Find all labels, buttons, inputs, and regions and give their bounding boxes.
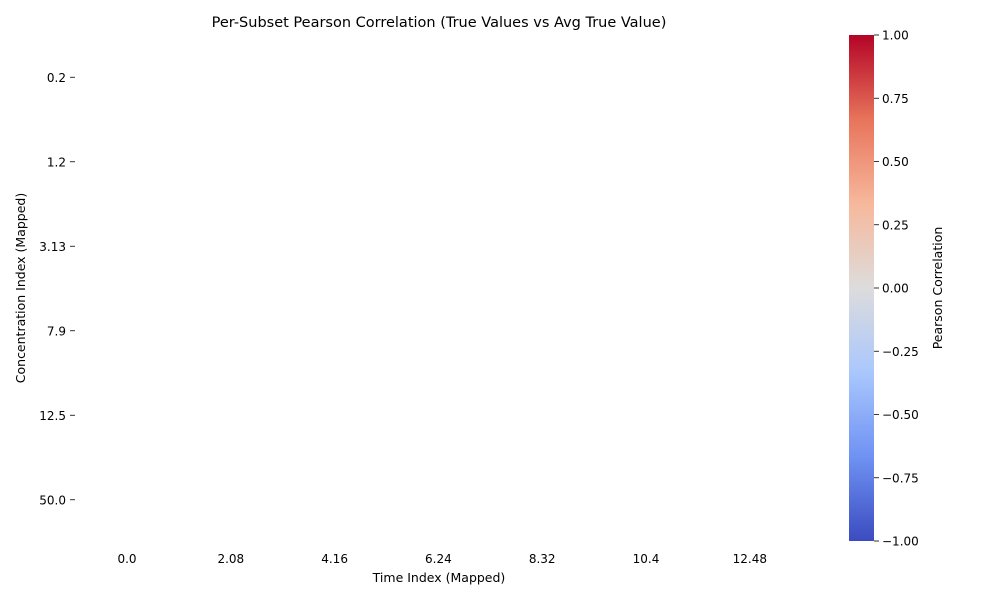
y-tick-label: 12.5 [39, 409, 66, 423]
x-tick-label: 10.4 [633, 552, 660, 566]
colorbar-tick-label: 0.25 [882, 218, 909, 232]
y-tick-label: 3.13 [39, 240, 66, 254]
x-tick-label: 4.16 [321, 552, 348, 566]
colorbar-tick-label: −0.25 [882, 345, 919, 359]
y-axis-label: Concentration Index (Mapped) [13, 193, 28, 383]
y-axis-ticks: 0.2 1.2 3.13 7.9 12.5 50.0 [39, 71, 75, 507]
x-tick-label: 6.24 [425, 552, 452, 566]
colorbar-tick-label: 1.00 [882, 29, 909, 43]
x-axis-ticks: 0.0 2.08 4.16 6.24 8.32 10.4 12.48 [117, 552, 767, 566]
colorbar-tick-label: −1.00 [882, 535, 919, 549]
x-axis-label: Time Index (Mapped) [372, 570, 506, 585]
colorbar-tick-label: 0.00 [882, 282, 909, 296]
colorbar-tick-label: 0.75 [882, 92, 909, 106]
colorbar-tick-label: −0.50 [882, 408, 919, 422]
colorbar-label: Pearson Correlation [930, 227, 945, 350]
colorbar [849, 35, 874, 541]
x-tick-label: 2.08 [217, 552, 244, 566]
y-tick-label: 50.0 [39, 493, 66, 507]
x-tick-label: 12.48 [733, 552, 767, 566]
y-tick-label: 0.2 [47, 71, 66, 85]
x-tick-label: 8.32 [529, 552, 556, 566]
y-tick-label: 1.2 [47, 155, 66, 169]
colorbar-tick-label: 0.50 [882, 155, 909, 169]
colorbar-ticks: 1.00 0.75 0.50 0.25 0.00 −0.25 −0.50 −0.75 −1.00 [874, 29, 919, 549]
y-tick-label: 7.9 [47, 324, 66, 338]
x-tick-label: 0.0 [117, 552, 136, 566]
chart-title: Per-Subset Pearson Correlation (True Val… [212, 15, 667, 31]
colorbar-tick-label: −0.75 [882, 471, 919, 485]
